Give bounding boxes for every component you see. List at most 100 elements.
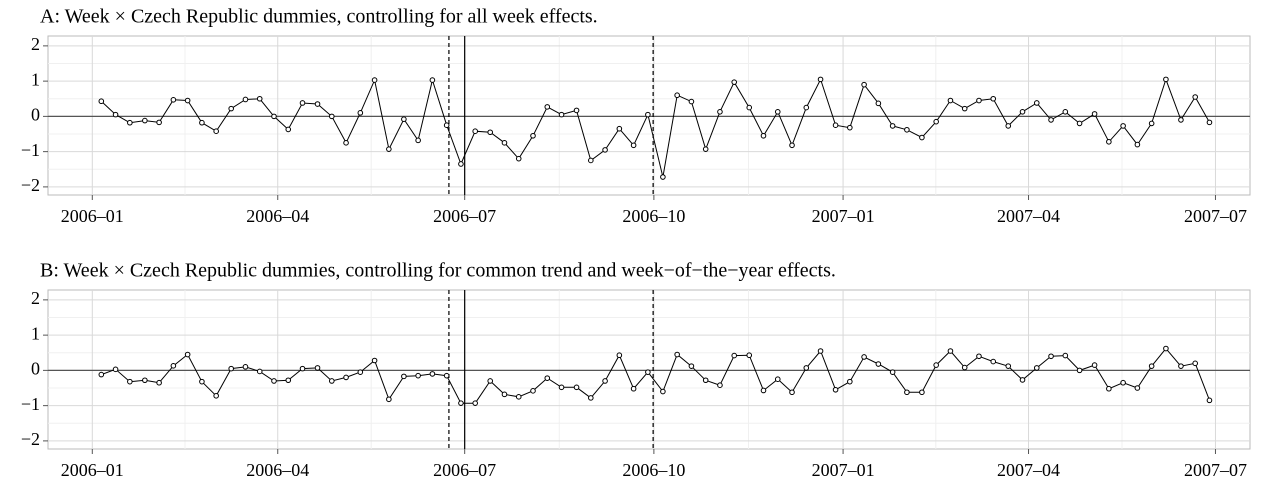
data-point [112,366,119,373]
data-point [386,396,392,403]
data-point [717,108,723,115]
data-point [832,122,839,128]
data-point [774,108,781,115]
data-point [558,111,565,118]
data-point [573,107,580,114]
data-point [142,377,148,384]
data-point [961,364,968,371]
data-point [170,362,177,369]
data-point [660,388,666,395]
data-point [660,174,666,180]
y-tick-label: 2 [31,288,40,308]
data-point [1019,377,1026,383]
data-point [1019,108,1026,115]
data-point [1005,123,1012,129]
data-point [429,77,436,83]
data-point [1120,123,1126,129]
y-tick-label: 0 [31,105,40,125]
data-point [1148,120,1155,127]
y-tick-label: 0 [31,359,40,379]
data-point [1178,117,1184,123]
data-point [817,348,824,354]
data-point [343,374,349,381]
data-point [443,372,450,379]
y-tick-label: 1 [31,323,40,343]
data-point [602,378,608,384]
data-point [1106,138,1112,145]
data-point [1033,100,1040,106]
data-point [328,113,335,120]
data-point [357,110,364,116]
data-point [1048,353,1054,360]
data-point [271,378,277,384]
data-point [674,92,680,99]
data-point [1192,360,1198,367]
data-point [515,394,522,400]
x-tick-label: 2007–01 [812,460,875,480]
data-point [328,378,335,384]
y-tick-label: −2 [21,175,40,195]
data-point [256,368,263,375]
data-point [990,95,997,102]
data-point [415,372,421,379]
data-point [228,365,234,372]
data-point [588,157,594,164]
data-point [746,104,753,111]
data-point [760,132,767,139]
data-point [530,388,536,394]
data-point [386,146,392,152]
data-point [228,105,234,112]
data-point [688,98,695,105]
data-point [501,140,508,146]
data-point [674,351,680,358]
data-point [889,369,896,375]
data-point [458,161,464,167]
data-point [127,378,133,385]
data-point [746,352,753,359]
data-point [184,351,191,358]
data-point [213,392,219,399]
data-point [847,124,853,131]
data-point [371,357,378,364]
data-point [544,104,551,110]
y-tick-label: −1 [21,394,40,414]
x-tick-label: 2007–01 [812,206,875,226]
data-point [127,119,133,126]
data-point [573,384,580,391]
data-point [1076,367,1083,374]
data-point [271,113,277,120]
x-tick-label: 2006–04 [246,206,309,226]
data-point [1106,385,1112,392]
data-point [832,386,839,393]
data-point [919,389,925,396]
data-point [558,384,565,391]
plot-background [47,289,1251,450]
x-tick-label: 2006–04 [246,460,309,480]
data-point [98,98,105,105]
data-point [933,362,939,368]
data-point [1134,385,1141,391]
data-point [458,400,464,406]
data-point [630,385,637,392]
data-point [256,95,263,102]
data-point [1178,363,1184,369]
data-point [616,352,623,359]
data-point [1048,117,1054,123]
data-point [731,352,738,359]
data-point [343,140,349,146]
data-point [889,123,896,129]
data-point [875,361,882,367]
data-point [401,116,407,123]
data-point [1163,76,1169,83]
data-point [1062,108,1069,115]
data-point [112,111,119,118]
x-tick-label: 2007–07 [1184,460,1247,480]
x-tick-label: 2006–07 [433,206,496,226]
data-point [933,118,939,125]
panel-title: B: Week × Czech Republic dummies, contro… [40,260,836,282]
data-point [947,348,954,354]
data-point [976,97,982,104]
data-point [487,378,494,384]
data-point [415,137,421,144]
